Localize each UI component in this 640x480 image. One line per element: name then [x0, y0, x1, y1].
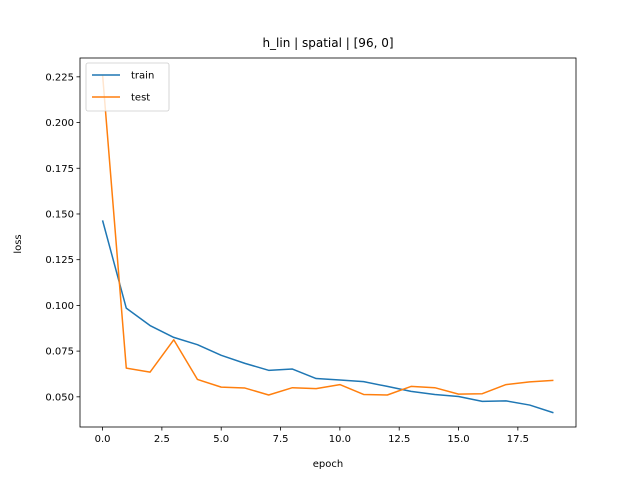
- plot-frame: [79, 57, 577, 428]
- x-tick-label: 10.0: [329, 434, 351, 445]
- x-axis: 0.0 2.5 5.0 7.5 10.0 12.5 15.0 17.5: [95, 427, 529, 445]
- y-tick-label: 0.125: [45, 255, 74, 266]
- legend-label-train: train: [131, 71, 154, 82]
- y-tick-label: 0.075: [45, 347, 74, 358]
- legend: train test: [85, 62, 170, 112]
- y-tick-label: 0.200: [45, 118, 74, 129]
- x-tick-label: 2.5: [154, 434, 170, 445]
- series-line-test: [101, 74, 554, 396]
- chart-title: h_lin | spatial | [96, 0]: [262, 36, 393, 50]
- y-tick-label: 0.100: [45, 301, 74, 312]
- x-tick-label: 17.5: [507, 434, 529, 445]
- y-tick-label: 0.225: [45, 72, 74, 83]
- x-tick-label: 5.0: [213, 434, 229, 445]
- y-axis-label: loss: [13, 234, 24, 253]
- series-layer: [101, 74, 554, 414]
- x-tick-label: 15.0: [447, 434, 469, 445]
- y-tick-label: 0.050: [45, 392, 74, 403]
- x-tick-label: 7.5: [273, 434, 289, 445]
- legend-box: [85, 62, 170, 112]
- y-tick-label: 0.175: [45, 164, 74, 175]
- y-tick-label: 0.150: [45, 209, 74, 220]
- y-axis: 0.050 0.075 0.100 0.125 0.150 0.175 0.200 0.225: [45, 72, 80, 403]
- x-axis-label: epoch: [313, 459, 343, 470]
- series-line-train: [101, 220, 554, 414]
- x-tick-label: 12.5: [388, 434, 410, 445]
- legend-label-test: test: [131, 93, 150, 104]
- x-tick-label: 0.0: [95, 434, 111, 445]
